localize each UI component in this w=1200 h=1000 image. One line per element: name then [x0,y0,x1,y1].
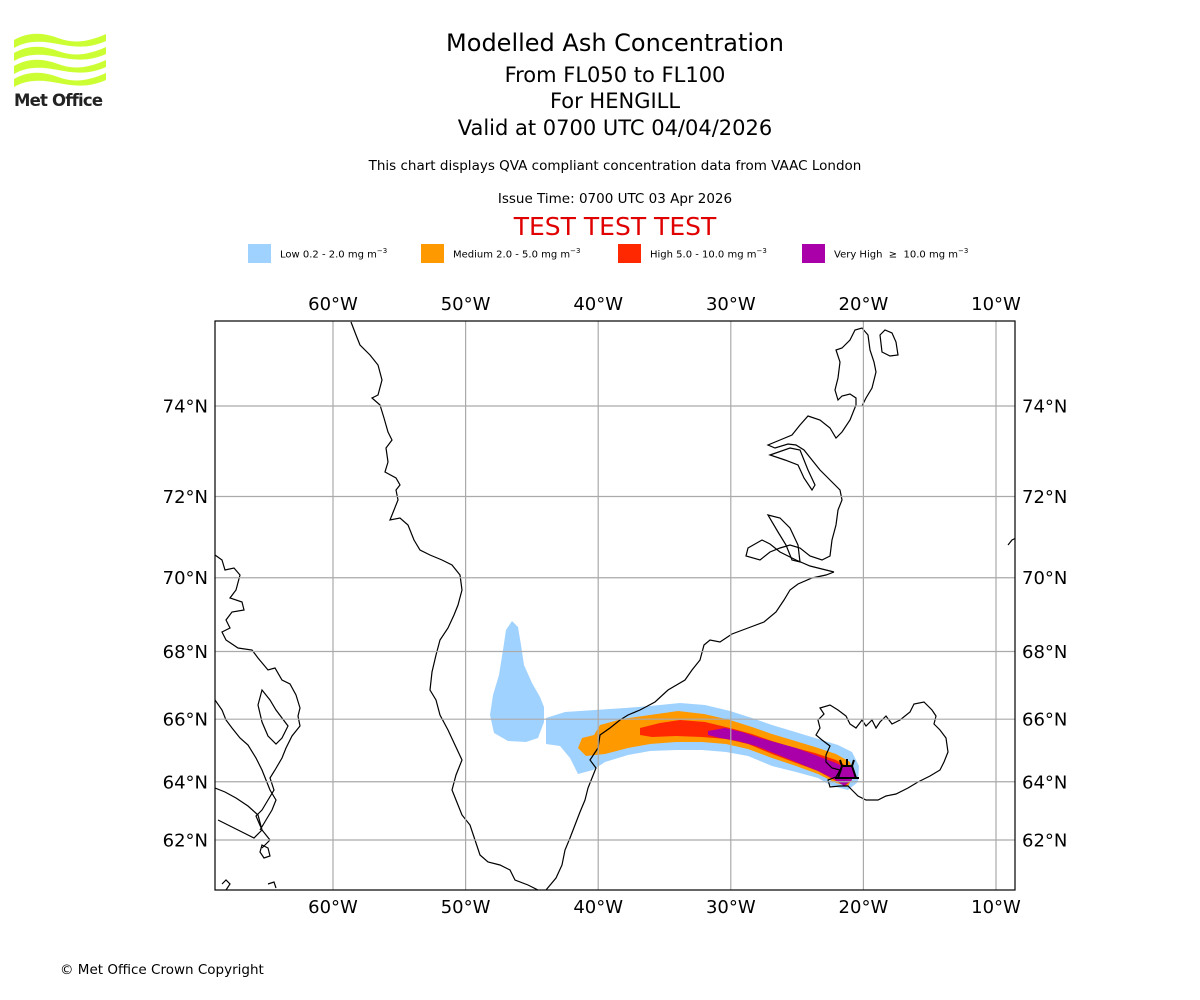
logo-wave [14,72,106,87]
chart-description: This chart displays QVA compliant concen… [368,158,862,174]
legend-swatch-very-high [802,244,825,263]
logo-wave [14,59,106,74]
legend-item-very-high: Very High ≥ 10.0 mg m−3 [802,244,968,263]
axis-tick-labels: 60°W 60°W 50°W 50°W 40°W 40°W 30°W 30°W 20°W 20°W… [163,294,1068,918]
gridlines [215,321,1015,890]
lon-tick-label-bottom: 20°W [839,897,889,918]
legend-item-medium: Medium 2.0 - 5.0 mg m−3 [421,244,580,263]
legend-swatch-low [248,244,271,263]
lat-tick-label-left: 62°N [163,831,208,852]
chart-title: Modelled Ash Concentration [446,29,784,57]
met-office-logo: Met Office [14,30,106,112]
lon-tick-label-top: 60°W [308,294,358,315]
lat-tick-label-left: 72°N [163,487,208,508]
legend-label-very-high: Very High ≥ 10.0 mg m−3 [834,246,969,261]
valid-time: Valid at 0700 UTC 04/04/2026 [457,116,773,140]
lon-tick-label-top: 40°W [573,294,623,315]
lon-tick-label-bottom: 30°W [706,897,756,918]
logo-text: Met Office [14,91,103,110]
issue-time: Issue Time: 0700 UTC 03 Apr 2026 [497,191,733,207]
lat-tick-label-right: 62°N [1022,831,1067,852]
coastline-iceland [815,701,949,801]
coastline-labrador [215,787,263,839]
coastline-fjord-ne-1 [768,447,816,492]
map-frame [214,320,1016,891]
legend-item-high: High 5.0 - 10.0 mg m−3 [618,244,767,263]
coastline-island-sw-2 [221,879,231,890]
ash-area-very-high [708,728,852,786]
met-office-waves-icon [14,33,106,87]
lat-tick-label-right: 74°N [1022,397,1067,418]
lat-tick-label-left: 64°N [163,772,208,793]
lon-tick-label-top: 30°W [706,294,756,315]
flight-level-range: From FL050 to FL100 [504,63,726,87]
coastlines [215,321,1015,890]
legend-swatch-high [618,244,641,263]
logo-wave [14,33,106,48]
lon-tick-label-bottom: 50°W [441,897,491,918]
legend-label-high: High 5.0 - 10.0 mg m−3 [650,246,767,261]
lat-tick-label-left: 74°N [163,397,208,418]
test-banner: TEST TEST TEST [513,212,717,241]
coastline-greenland-northeast [745,327,877,573]
coastline-small-island-ne [879,329,899,357]
lon-tick-label-bottom: 40°W [573,897,623,918]
ash-plume [490,621,859,790]
legend-item-low: Low 0.2 - 2.0 mg m−3 [248,244,387,263]
coastline-baffin [215,554,301,849]
logo-wave [14,46,106,61]
lat-tick-label-left: 66°N [163,710,208,731]
legend-label-low: Low 0.2 - 2.0 mg m−3 [280,246,388,261]
lon-tick-label-top: 50°W [441,294,491,315]
lon-tick-label-top: 10°W [971,294,1021,315]
lat-tick-label-left: 70°N [163,568,208,589]
legend-swatch-medium [421,244,444,263]
ash-area-high [640,720,852,786]
lat-tick-label-right: 72°N [1022,487,1067,508]
lat-tick-label-right: 66°N [1022,710,1067,731]
coastline-baffin-inlet [257,688,289,745]
lat-tick-label-right: 70°N [1022,568,1067,589]
coastline-greenland-southeast [545,571,835,890]
volcano-icon [835,759,859,779]
ash-area-low-west-lobe [490,621,544,742]
coastline-fjord-ne-2 [766,514,801,563]
copyright-notice: © Met Office Crown Copyright [60,962,264,978]
lon-tick-label-bottom: 60°W [308,897,358,918]
coastline-island-sw-1 [259,844,271,859]
volcano-name: For HENGILL [549,89,681,113]
coastline-greenland-east [350,321,539,890]
legend-label-medium: Medium 2.0 - 5.0 mg m−3 [453,246,581,261]
lon-tick-label-bottom: 10°W [971,897,1021,918]
coastline-baffin-south [215,699,277,831]
lon-tick-label-top: 20°W [839,294,889,315]
coastline-island-sw-3 [267,881,277,889]
lat-tick-label-right: 64°N [1022,772,1067,793]
lat-tick-label-right: 68°N [1022,642,1067,663]
lat-tick-label-left: 68°N [163,642,208,663]
